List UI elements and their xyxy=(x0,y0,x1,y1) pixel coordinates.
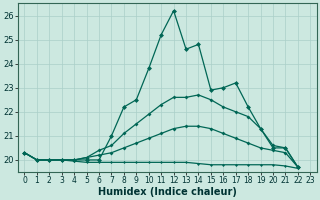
X-axis label: Humidex (Indice chaleur): Humidex (Indice chaleur) xyxy=(98,187,237,197)
